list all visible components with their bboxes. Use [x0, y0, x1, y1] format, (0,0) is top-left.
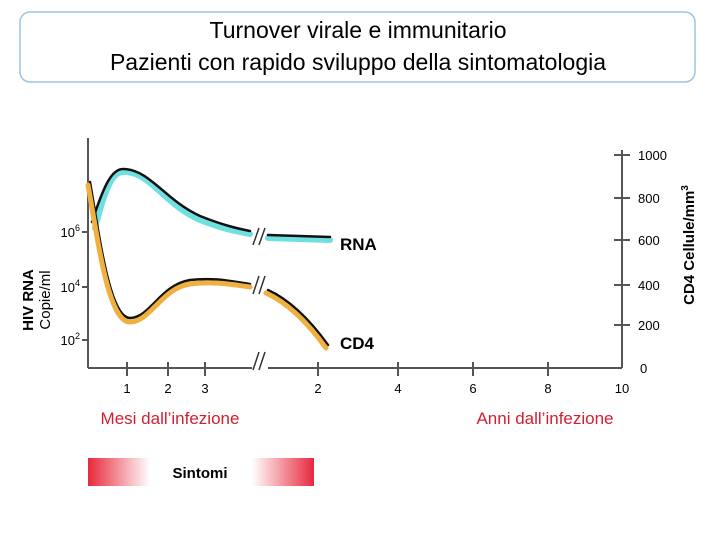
x-axis-label: Anni dall’infezione [476, 409, 613, 428]
title-line: Turnover virale e immunitario [210, 17, 507, 43]
right-ticks: 1000 800 600 400 200 0 [638, 148, 667, 376]
title-line: Pazienti con rapido sviluppo della sinto… [110, 49, 606, 75]
tick-label: 104 [61, 278, 80, 295]
tick-marks [82, 154, 630, 376]
tick-label: 800 [638, 191, 660, 206]
tick-label: 102 [61, 331, 80, 348]
symptom-bar [88, 458, 150, 486]
left-axis-label: HIV RNA [20, 269, 37, 331]
left-axis-label: Copie/ml [37, 270, 54, 329]
tick-label: 6 [469, 381, 476, 396]
tick-label: 1 [123, 381, 130, 396]
tick-label: 2 [314, 381, 321, 396]
tick-label: 600 [638, 233, 660, 248]
tick-label: 4 [394, 381, 401, 396]
axes [87, 138, 623, 369]
symptom-label: Sintomi [173, 465, 228, 482]
tick-label: 8 [544, 381, 551, 396]
curve-label: CD4 [340, 334, 375, 353]
right-axis-label: CD4 Cellule/mm3 [680, 185, 698, 305]
axis-break [252, 227, 266, 371]
tick-label: 400 [638, 278, 660, 293]
x-ticks: 1 2 3 2 4 6 8 10 [123, 381, 629, 396]
tick-label: 106 [61, 223, 80, 240]
symptom-bar [252, 458, 314, 486]
x-axis-label: Mesi dall’infezione [101, 409, 240, 428]
tick-label: 1000 [638, 148, 667, 163]
curve-label: RNA [340, 235, 377, 254]
left-ticks: 106 104 102 [61, 223, 80, 348]
tick-label: 3 [201, 381, 208, 396]
tick-label: 2 [164, 381, 171, 396]
tick-label: 200 [638, 318, 660, 333]
curves [85, 167, 333, 351]
tick-label: 10 [615, 381, 629, 396]
tick-label: 0 [640, 361, 647, 376]
title-box [19, 11, 696, 83]
